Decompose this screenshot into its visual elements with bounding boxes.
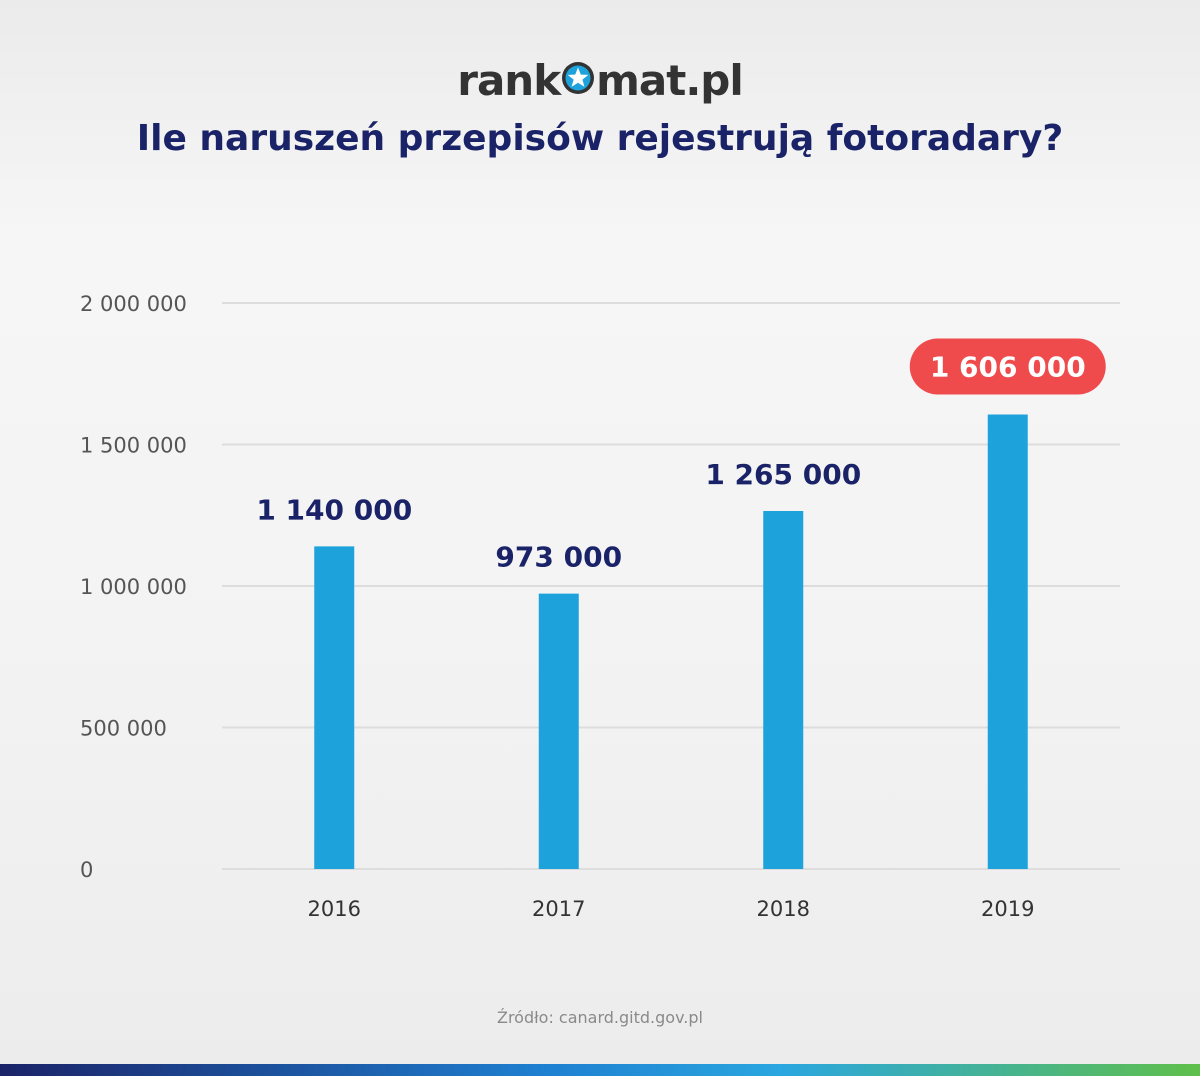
y-tick-label: 1 000 000 [80,575,187,599]
bar-2018 [763,511,804,869]
y-tick-label: 2 000 000 [80,292,187,316]
highlight-badge [909,338,1106,395]
bar-layer [314,414,1028,869]
source-note: Źródło: canard.gitd.gov.pl [496,1008,703,1027]
value-label: 973 000 [495,541,622,574]
value-label: 1 140 000 [256,493,412,526]
y-tick-label: 1 500 000 [80,434,187,458]
chart-title: Ile naruszeń przepisów rejestrują fotora… [136,118,1064,159]
value-label: 1 265 000 [705,458,861,491]
bar-chart: 0 500 000 1 000 000 1 500 000 2 000 000 2016 1… [80,292,1120,921]
bar-2019 [987,414,1028,869]
x-tick-label: 2017 [532,897,585,921]
x-tick-label: 2019 [981,897,1034,921]
label-layer: 0 500 000 1 000 000 1 500 000 2 000 000 2016 1… [80,292,1106,921]
logo-text-right: mat.pl [596,55,744,105]
bar-2017 [538,593,579,869]
bar-2016 [314,546,355,869]
bottom-gradient-bar [0,1064,1200,1076]
x-tick-label: 2016 [308,897,361,921]
y-tick-label: 500 000 [80,717,167,741]
x-tick-label: 2018 [757,897,810,921]
grid-layer [222,302,1120,870]
star-in-circle-icon [561,61,595,99]
logo-text-left: rank [457,55,561,105]
y-tick-label: 0 [80,858,93,882]
value-label: 1 606 000 [930,351,1086,384]
logo: rank mat.pl [0,50,1200,110]
